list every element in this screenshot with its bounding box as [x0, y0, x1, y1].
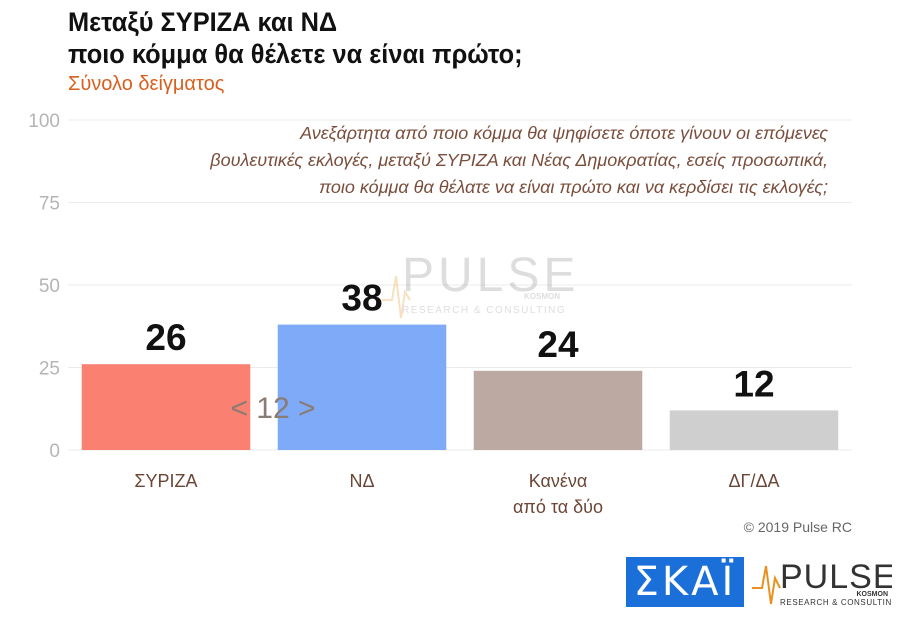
x-tick-label: ΝΔ	[349, 471, 374, 491]
bar	[277, 324, 447, 450]
chart-subtitle: Σύνολο δείγματος	[68, 73, 225, 95]
pulse-logo-line	[752, 565, 781, 605]
title-line-1: Μεταξύ ΣΥΡΙΖΑ και ΝΔ	[68, 7, 338, 37]
value-label: 26	[145, 317, 186, 358]
x-tick-label: ΣΥΡΙΖΑ	[134, 471, 197, 491]
x-axis-labels: ΣΥΡΙΖΑ ΝΔ Κανένα από τα δύο ΔΓ/ΔΑ	[134, 471, 779, 517]
bar	[81, 364, 251, 450]
chart-title: Μεταξύ ΣΥΡΙΖΑ και ΝΔ ποιο κόμμα θα θέλετ…	[68, 6, 745, 70]
question-line-3: ποιο κόμμα θα θέλατε να είναι πρώτο και …	[319, 177, 828, 197]
bar	[669, 410, 839, 450]
y-axis-ticks: 0 25 50 75 100	[28, 111, 60, 462]
y-tick-label: 50	[39, 276, 60, 297]
watermark-subtitle: RESEARCH & CONSULTING	[402, 305, 566, 316]
y-tick-label: 0	[49, 441, 60, 462]
value-label: 38	[341, 278, 382, 319]
question-line-1: Ανεξάρτητα από ποιο κόμμα θα ψηφίσετε όπ…	[300, 123, 828, 143]
skai-logo-text: ΣΚΑΪ	[633, 559, 737, 605]
y-tick-label: 75	[39, 194, 60, 215]
watermark: PULSE KOSMON RESEARCH & CONSULTING	[382, 249, 579, 319]
watermark-kosmon: KOSMON	[524, 292, 560, 301]
pulse-logo-subtitle: RESEARCH & CONSULTING	[780, 598, 892, 607]
x-tick-label: από τα δύο	[513, 497, 603, 517]
value-label: 12	[733, 363, 774, 404]
pulse-logo: PULSE KOSMON RESEARCH & CONSULTING	[752, 558, 892, 607]
title-line-2: ποιο κόμμα θα θέλετε να είναι πρώτο;	[68, 39, 523, 69]
skai-logo: ΣΚΑΪ	[626, 557, 744, 607]
y-tick-label: 100	[28, 111, 60, 132]
bar	[473, 370, 643, 450]
watermark-pulse-line	[382, 275, 411, 319]
difference-annotation: < 12 >	[230, 392, 315, 425]
y-tick-label: 25	[39, 359, 60, 380]
question-text: Ανεξάρτητα από ποιο κόμμα θα ψηφίσετε όπ…	[188, 120, 828, 201]
bars	[81, 324, 839, 450]
pulse-logo-kosmon: KOSMON	[857, 591, 889, 598]
copyright: © 2019 Pulse RC	[743, 519, 852, 535]
watermark-brand: PULSE	[402, 249, 579, 302]
x-tick-label: ΔΓ/ΔΑ	[729, 471, 780, 491]
value-labels: 26 38 24 12	[145, 278, 774, 405]
pulse-logo-brand: PULSE	[780, 558, 892, 596]
x-tick-label: Κανένα	[529, 471, 588, 491]
question-line-2: βουλευτικές εκλογές, μεταξύ ΣΥΡΙΖΑ και Ν…	[210, 150, 828, 170]
value-label: 24	[537, 324, 579, 365]
